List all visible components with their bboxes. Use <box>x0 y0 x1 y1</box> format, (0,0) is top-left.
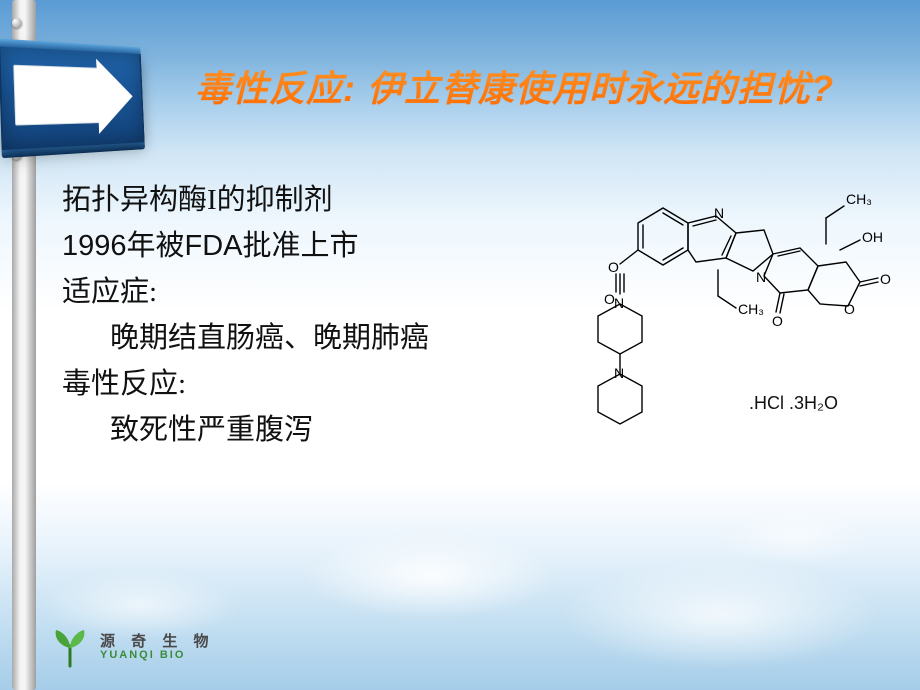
mol-label-ch3: CH₃ <box>846 191 872 207</box>
molecule-structure: CH₃ OH O O O N N O O N N CH₃ .HCl .3H₂O <box>568 178 898 453</box>
arrow-icon <box>13 65 99 126</box>
body-line: 晚期结直肠癌、晚期肺癌 <box>62 316 562 360</box>
mol-label-o: O <box>880 271 891 287</box>
body-line: 致死性严重腹泻 <box>62 408 562 452</box>
sign-bolt <box>12 18 22 28</box>
mol-label-oh: OH <box>862 229 883 245</box>
body-line: 毒性反应: <box>62 362 562 406</box>
body-line: 适应症: <box>62 270 562 314</box>
mol-label-n: N <box>614 365 624 381</box>
mol-label-o: O <box>844 301 855 317</box>
mol-label-o: O <box>608 259 619 275</box>
logo-text-en: YUANQI BIO <box>100 650 215 662</box>
cloud-decoration <box>560 560 880 670</box>
molecule-salt-label: .HCl .3H₂O <box>749 393 838 414</box>
mol-label-ch3: CH₃ <box>738 301 764 317</box>
slide-body: 拓扑异构酶I的抑制剂 1996年被FDA批准上市 适应症: 晚期结直肠癌、晚期肺… <box>62 178 562 454</box>
mol-label-n: N <box>756 269 766 285</box>
cloud-decoration <box>720 510 870 565</box>
mol-label-o: O <box>772 313 783 329</box>
arrow-head-icon <box>96 59 134 134</box>
logo-text-cn: 源 奇 生 物 <box>100 634 215 650</box>
slide-title: 毒性反应: 伊立替康使用时永远的担忧? <box>195 60 910 112</box>
cloud-decoration <box>300 530 560 620</box>
direction-sign <box>0 38 185 158</box>
company-logo: 源 奇 生 物 YUANQI BIO <box>50 628 215 668</box>
body-line: 1996年被FDA批准上市 <box>62 224 562 268</box>
body-line: 拓扑异构酶I的抑制剂 <box>62 178 562 222</box>
mol-label-n: N <box>614 295 624 311</box>
mol-label-n: N <box>714 205 724 221</box>
logo-mark-icon <box>50 628 90 668</box>
